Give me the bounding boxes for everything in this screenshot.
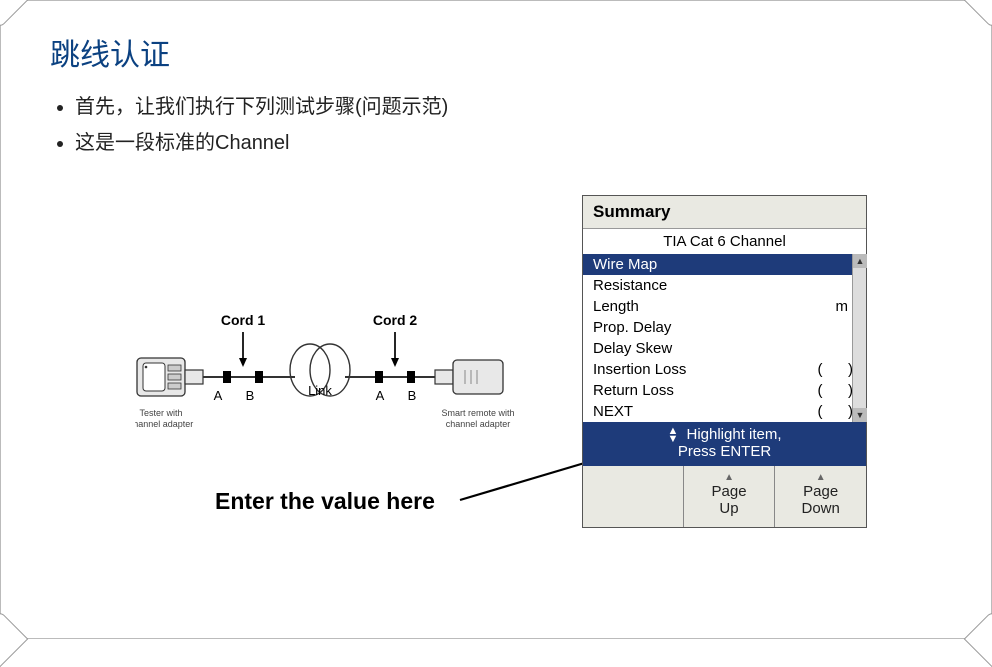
connector-b-label: B <box>408 388 417 403</box>
panel-header: Summary <box>583 196 866 228</box>
row-name: Resistance <box>593 277 848 294</box>
cord1-label: Cord 1 <box>221 312 266 328</box>
softkey-label: Page <box>803 483 838 500</box>
remote-device-icon <box>435 360 503 394</box>
triangle-up-icon: ▲ <box>684 472 775 483</box>
channel-diagram: Cord 1 Cord 2 Link A B A B Tester with c… <box>135 300 525 450</box>
slide-title: 跳线认证 <box>0 0 992 74</box>
softkey-label: Page <box>712 483 747 500</box>
right-device-caption: Smart remote with <box>441 408 514 418</box>
row-paren: ( <box>812 361 828 378</box>
result-row[interactable]: Return Loss() <box>583 380 866 401</box>
result-row[interactable]: Prop. Delay <box>583 317 866 338</box>
right-device-caption: channel adapter <box>446 419 511 429</box>
row-paren: ) <box>828 403 848 420</box>
tester-summary-panel: Summary TIA Cat 6 Channel Wire Map Resist… <box>582 195 867 528</box>
row-name: Length <box>593 298 824 315</box>
softkey-label: Up <box>719 500 738 517</box>
left-device-caption: channel adapter <box>135 419 193 429</box>
results-list[interactable]: Wire Map Resistance Lengthm Prop. Delay Dela… <box>583 254 866 422</box>
row-name: Insertion Loss <box>593 361 812 378</box>
updown-icon: ▲▼ <box>667 427 678 443</box>
row-paren: ( <box>812 403 828 420</box>
tester-device-icon <box>137 358 203 396</box>
row-name: Delay Skew <box>593 340 848 357</box>
row-paren: ) <box>828 361 848 378</box>
enter-value-callout: Enter the value here <box>215 488 435 515</box>
result-row[interactable]: Delay Skew <box>583 338 866 359</box>
bullet-list: 首先，让我们执行下列测试步骤(问题示范) 这是一段标准的Channel <box>75 92 992 158</box>
connector-b-label: B <box>246 388 255 403</box>
row-name: Wire Map <box>593 256 848 273</box>
bullet-item: 这是一段标准的Channel <box>75 128 992 158</box>
left-device-caption: Tester with <box>139 408 182 418</box>
bullet-item: 首先，让我们执行下列测试步骤(问题示范) <box>75 92 992 122</box>
hint-line1: Highlight item, <box>687 426 782 443</box>
connector-a-label: A <box>214 388 223 403</box>
row-paren: ) <box>828 382 848 399</box>
scrollbar[interactable] <box>852 254 866 422</box>
row-name: NEXT <box>593 403 812 420</box>
result-row[interactable]: Resistance <box>583 275 866 296</box>
row-paren: ( <box>812 382 828 399</box>
softkey-bar: ▲ Page Up ▲ Page Down <box>583 466 866 527</box>
panel-subheader: TIA Cat 6 Channel <box>583 228 866 254</box>
row-unit: m <box>824 298 848 315</box>
softkey-label: Down <box>801 500 839 517</box>
link-label: Link <box>308 383 332 398</box>
result-row[interactable]: NEXT() <box>583 401 866 422</box>
result-row[interactable]: Insertion Loss() <box>583 359 866 380</box>
triangle-up-icon: ▲ <box>775 472 866 483</box>
result-row[interactable]: Lengthm <box>583 296 866 317</box>
softkey-blank <box>583 466 683 527</box>
softkey-page-up[interactable]: ▲ Page Up <box>683 466 775 527</box>
cord2-label: Cord 2 <box>373 312 418 328</box>
result-row[interactable]: Wire Map <box>583 254 866 275</box>
connector-a-label: A <box>376 388 385 403</box>
row-name: Return Loss <box>593 382 812 399</box>
hint-bar: ▲▼ Highlight item, Press ENTER <box>583 422 866 466</box>
softkey-page-down[interactable]: ▲ Page Down <box>774 466 866 527</box>
hint-line2: Press ENTER <box>678 443 771 460</box>
row-name: Prop. Delay <box>593 319 848 336</box>
